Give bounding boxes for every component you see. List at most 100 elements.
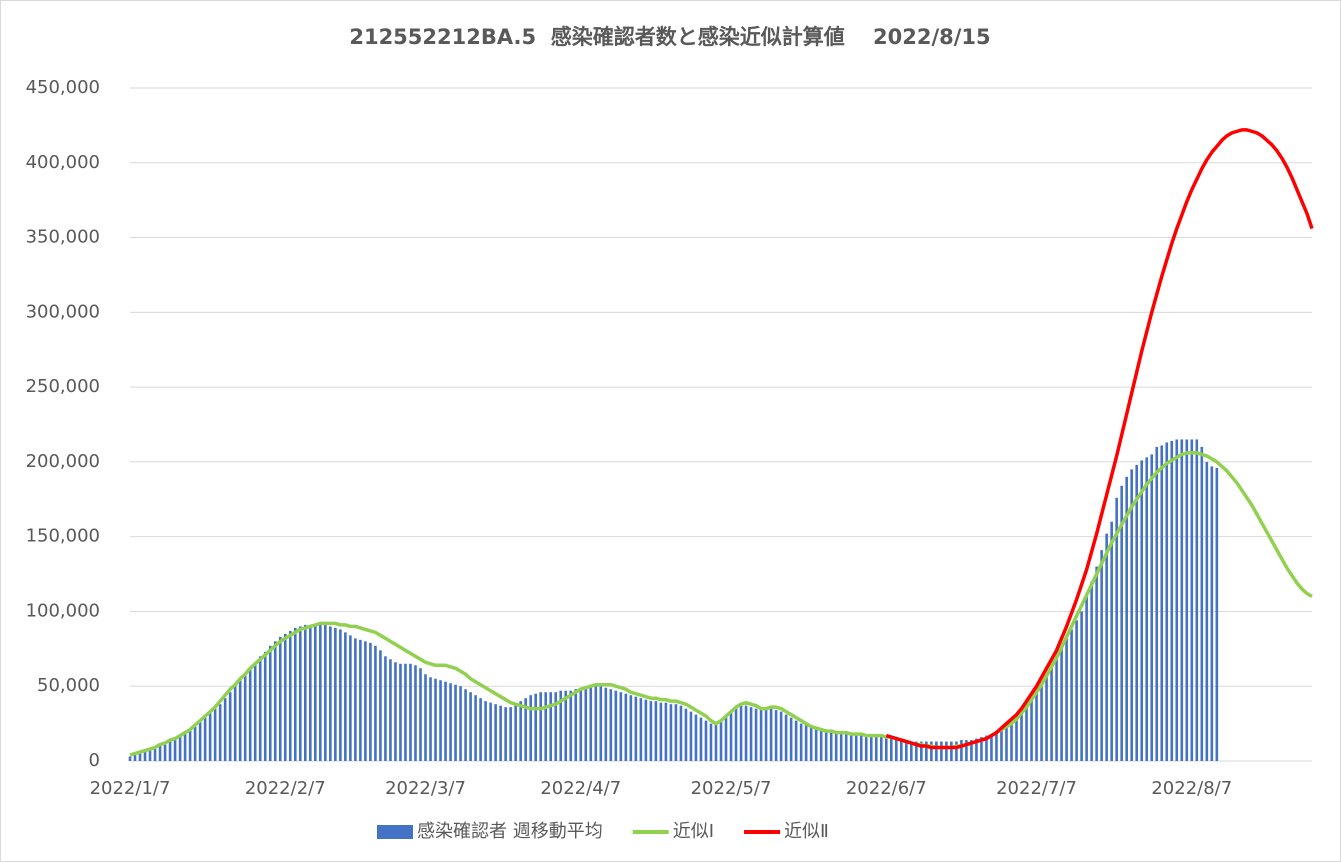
bar	[965, 740, 968, 761]
bar	[278, 636, 282, 761]
bar	[1145, 457, 1149, 761]
bar	[1130, 469, 1133, 761]
bar	[158, 746, 162, 761]
bar	[759, 708, 763, 761]
bar	[133, 755, 137, 761]
legend-label: 近似Ⅰ	[673, 821, 714, 842]
bar	[494, 704, 497, 761]
bar	[469, 692, 472, 761]
bar	[609, 689, 613, 761]
bar	[168, 741, 172, 761]
bar	[349, 635, 352, 761]
bar	[955, 741, 958, 761]
bar	[208, 713, 212, 761]
bar	[1150, 454, 1154, 761]
bar	[1200, 446, 1204, 761]
bar	[629, 695, 633, 761]
bar	[684, 708, 688, 761]
bar	[414, 665, 417, 761]
bar	[213, 708, 217, 761]
x-tick-label: 2022/4/7	[540, 778, 621, 799]
bar	[499, 705, 502, 761]
bar	[148, 750, 152, 761]
y-tick-label: 350,000	[26, 227, 100, 248]
bar	[894, 740, 898, 761]
bar	[464, 689, 467, 761]
bar	[584, 686, 588, 761]
bar	[990, 734, 993, 761]
bar	[524, 698, 527, 761]
bar	[374, 645, 377, 761]
bar	[329, 626, 332, 761]
chart-title: 212552212BA.5 感染確認者数と感染近似計算値 2022/8/15	[349, 25, 990, 49]
bar	[309, 624, 312, 761]
bar	[128, 756, 132, 761]
bar	[544, 692, 548, 761]
bar	[905, 741, 908, 761]
bar	[504, 707, 507, 761]
bar	[354, 638, 357, 761]
bar	[449, 683, 452, 761]
bar	[1030, 696, 1033, 761]
bar	[764, 708, 768, 761]
bar	[854, 735, 858, 761]
legend-label: 近似Ⅱ	[784, 821, 829, 842]
y-tick-label: 150,000	[26, 526, 100, 547]
bar	[950, 741, 953, 761]
bar	[1135, 464, 1139, 761]
bar	[509, 707, 512, 761]
bar	[1140, 460, 1144, 761]
bar	[334, 627, 337, 761]
bar	[1180, 439, 1184, 761]
bar	[559, 690, 563, 761]
bar	[734, 707, 738, 761]
bar	[995, 731, 998, 761]
bar	[594, 686, 598, 761]
bar	[1090, 581, 1093, 761]
bar	[749, 707, 753, 761]
bar	[178, 735, 182, 761]
bar	[1055, 656, 1058, 761]
bar	[1210, 466, 1214, 761]
bar	[814, 728, 818, 761]
bar	[619, 692, 623, 761]
bar	[1080, 611, 1083, 761]
bar	[839, 734, 843, 761]
y-tick-label: 50,000	[37, 675, 100, 696]
bar	[930, 741, 933, 761]
bar	[324, 624, 327, 761]
bar	[659, 702, 663, 761]
bar	[1205, 461, 1209, 761]
bar	[699, 717, 703, 761]
bar	[639, 698, 643, 761]
bar	[394, 662, 397, 761]
bar	[709, 723, 713, 761]
bar	[1215, 467, 1219, 761]
bar	[579, 687, 583, 761]
bar	[1065, 638, 1068, 761]
bar	[769, 708, 773, 761]
x-tick-label: 2022/6/7	[846, 778, 927, 799]
bar	[569, 690, 573, 761]
bar	[724, 716, 728, 761]
bar	[1085, 596, 1088, 761]
bar	[404, 663, 407, 761]
bar	[809, 726, 813, 761]
bar	[1170, 440, 1174, 761]
bar	[173, 738, 177, 761]
bar	[599, 686, 603, 761]
bar	[1125, 476, 1128, 761]
y-tick-label: 0	[89, 750, 100, 771]
x-tick-label: 2022/1/7	[90, 778, 171, 799]
bar	[444, 681, 447, 761]
bar	[203, 717, 207, 761]
bar	[454, 684, 457, 761]
bar	[514, 704, 517, 761]
bar	[439, 680, 442, 761]
bar	[339, 629, 342, 761]
bar	[529, 695, 532, 761]
legend-label: 感染確認者 週移動平均	[417, 821, 603, 842]
bar	[1115, 497, 1118, 761]
y-tick-label: 250,000	[26, 376, 100, 397]
